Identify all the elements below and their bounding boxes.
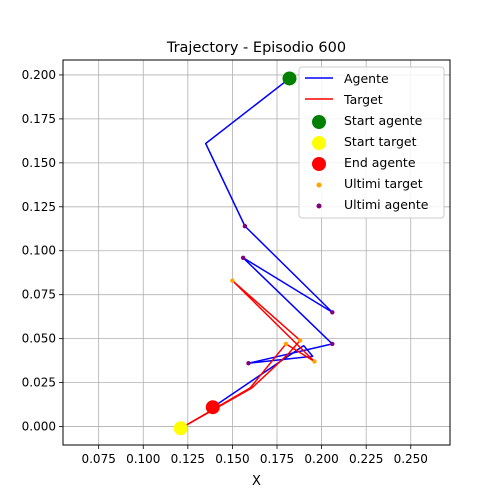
legend-label-ultimi-agente: Ultimi agente: [344, 197, 429, 212]
legend-swatch-ultimi-target: [316, 182, 322, 188]
y-tick-label: 0.200: [22, 68, 56, 82]
legend-swatch-end-agente: [312, 157, 326, 171]
ultimi-target-point: [297, 338, 303, 343]
agente-line: [204, 77, 334, 408]
x-tick-label: 0.100: [126, 452, 160, 466]
legend-label-start-agente: Start agente: [344, 113, 423, 128]
x-tick-label: 0.175: [260, 452, 294, 466]
x-tick-label: 0.250: [394, 452, 428, 466]
y-tick-label: 0.050: [22, 332, 56, 346]
legend-swatch-start-target: [312, 136, 326, 150]
start-target-point: [173, 421, 188, 436]
ultimi-agente-point: [330, 310, 335, 315]
y-tick-label: 0.150: [22, 156, 56, 170]
x-tick-label: 0.125: [171, 452, 205, 466]
x-tick-label: 0.225: [349, 452, 383, 466]
legend-label-target: Target: [343, 92, 383, 107]
plot-series: [173, 71, 335, 436]
legend-label-ultimi-target: Ultimi target: [344, 176, 423, 191]
end-agente-point: [205, 400, 220, 415]
ultimi-target-point: [230, 278, 235, 283]
ultimi-target-point: [283, 341, 289, 347]
legend-swatch-ultimi-agente: [316, 203, 322, 209]
x-tick-label: 0.200: [304, 452, 338, 466]
start-agente-point: [282, 71, 297, 86]
x-tick-label: 0.150: [215, 452, 249, 466]
y-tick-label: 0.100: [22, 244, 56, 258]
legend-label-end-agente: End agente: [344, 155, 416, 170]
ultimi-agente-point: [330, 341, 335, 347]
plot-frame: [62, 59, 451, 446]
axis-ticks: 0.075 0.100 0.125 0.150 0.175 0.200 0.225 0.250…: [22, 68, 428, 466]
ultimi-agente-point: [246, 361, 251, 366]
y-tick-label: 0.125: [22, 200, 56, 214]
y-tick-label: 0.000: [22, 420, 56, 434]
y-tick-label: 0.175: [22, 112, 56, 126]
legend-label-agente: Agente: [344, 71, 389, 86]
y-tick-label: 0.075: [22, 288, 56, 302]
ultimi-agente-point: [242, 223, 248, 229]
x-axis-label: X: [252, 474, 261, 489]
ultimi-target-point: [312, 359, 317, 364]
legend-swatch-start-agente: [312, 115, 326, 129]
chart-title: Trajectory - Episodio 600: [166, 40, 346, 56]
ultimi-agente-point: [240, 255, 246, 260]
legend-label-start-target: Start target: [344, 134, 417, 149]
legend-box: [298, 66, 445, 219]
y-tick-label: 0.025: [22, 376, 56, 390]
legend: Agente Target Start agente Start target End …: [298, 66, 445, 219]
x-tick-label: 0.075: [81, 452, 115, 466]
